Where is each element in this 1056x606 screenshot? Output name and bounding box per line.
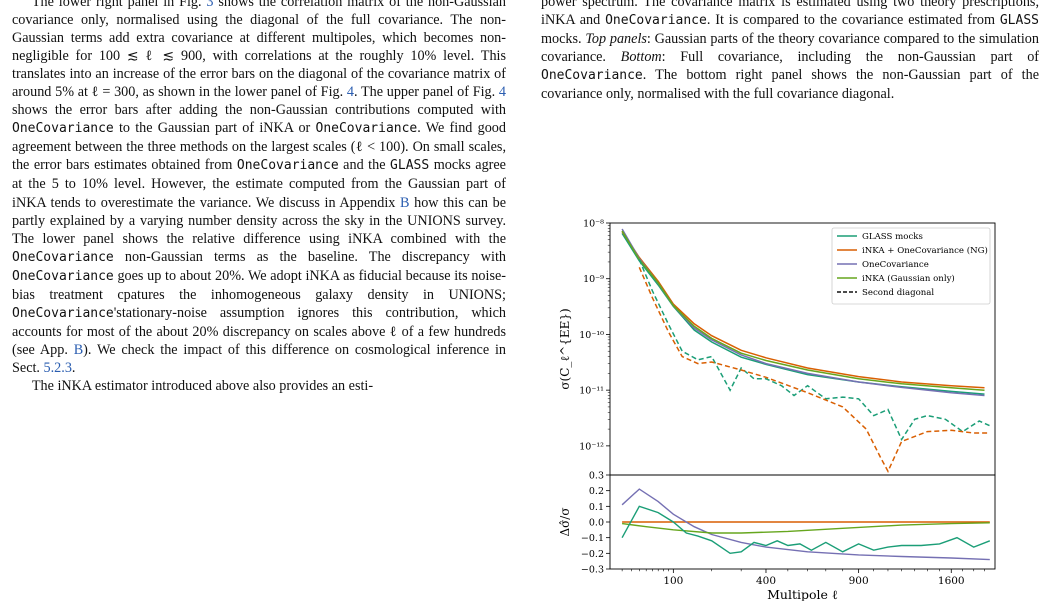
text-run: . It is compared to the covariance estim…	[706, 12, 1000, 29]
text-run: shows the correlation matrix of the non-…	[12, 0, 506, 101]
text-run: 'stationary-noise assumption ignores thi…	[12, 304, 506, 358]
y-tick-label-top: 10⁻⁹	[583, 274, 604, 285]
text-run: .	[71, 359, 76, 376]
code-text: OneCovariance	[315, 121, 418, 137]
legend-entry-label: iNKA (Gaussian only)	[862, 273, 955, 284]
figure-caption: power spectrum. The covariance matrix is…	[541, 0, 1039, 103]
legend: GLASS mocks iNKA + OneCovariance (NG) OneC…	[831, 227, 991, 305]
cross-reference-link[interactable]: 4	[346, 84, 354, 101]
x-tick-label: 900	[849, 575, 869, 587]
text-run: to the Gaussian part of iNKA or	[113, 120, 316, 137]
code-text: OneCovariance	[605, 13, 707, 29]
text-run: The iNKA estimator introduced above also…	[31, 377, 374, 394]
emphasis-text: Bottom	[620, 49, 662, 66]
y-tick-label-top: 10⁻¹⁰	[579, 330, 604, 341]
text-run: mocks.	[541, 31, 586, 48]
text-run: shows the error bars after adding the no…	[12, 102, 506, 119]
y-tick-label-bottom: −0.3	[581, 565, 604, 576]
legend-entry-label: iNKA + OneCovariance (NG)	[862, 245, 988, 256]
series-line-top	[638, 259, 991, 442]
text-run: ). We check the impact of this differenc…	[12, 341, 506, 376]
series-line-top	[638, 267, 990, 473]
text-run: The lower right panel in Fig.	[31, 0, 207, 10]
cross-reference-link[interactable]: B	[73, 341, 84, 358]
text-run: and the	[338, 157, 391, 174]
series-line-bottom	[621, 505, 991, 555]
text-run: : Full covariance, including the non-Gau…	[661, 49, 1040, 66]
code-text: OneCovariance	[541, 68, 643, 84]
error-bar-comparison-figure: 100 400 900 1600 10⁻⁸ 10⁻⁹ 10⁻¹⁰ 10⁻¹¹ 10⁻¹² 0.3 0…	[558, 219, 996, 601]
y-tick-label-bottom: −0.2	[581, 549, 604, 560]
y-axis-label-top: σ(C_ℓ^{EE})	[558, 308, 572, 389]
text-run: how this can be partly explained by a va…	[12, 194, 506, 247]
y-axis-label-bottom: Δσ̂/σ	[558, 507, 572, 536]
x-tick-label: 1600	[938, 575, 965, 587]
cross-reference-link[interactable]: 3	[206, 0, 214, 10]
legend-entry-label: Second diagonal	[862, 288, 934, 298]
legend-box	[831, 227, 991, 305]
legend-entry-label: GLASS mocks	[862, 232, 923, 242]
cross-reference-link[interactable]: 5.2.3	[43, 359, 72, 376]
x-tick-label: 100	[663, 575, 683, 587]
y-tick-label-top: 10⁻⁸	[583, 219, 604, 230]
y-tick-label-bottom: 0.3	[589, 471, 604, 482]
text-run: : Gaussian parts of the theory covarianc…	[541, 31, 1039, 66]
emphasis-text: Top panels	[585, 31, 647, 48]
code-text: GLASS	[390, 158, 430, 174]
right-text-column: power spectrum. The covariance matrix is…	[541, 0, 1039, 103]
series-line-top	[621, 231, 985, 389]
body-paragraph: The iNKA estimator introduced above also…	[12, 377, 506, 395]
text-run: . The bottom right panel shows the non-G…	[541, 67, 1039, 103]
code-text: OneCovariance	[12, 268, 114, 284]
text-run: mocks agree at the 5 to 10% level. Howev…	[12, 157, 506, 211]
text-run: goes up to about 20%. We adopt iNKA as f…	[12, 267, 506, 303]
code-text: OneCovariance	[12, 249, 114, 265]
x-axis-label: Multipole ℓ	[767, 587, 838, 601]
code-text: OneCovariance	[236, 158, 339, 174]
x-tick-label: 400	[756, 575, 776, 587]
cross-reference-link[interactable]: 4	[498, 84, 506, 101]
series-line-top	[621, 230, 985, 391]
y-tick-label-bottom: −0.1	[581, 533, 604, 544]
left-text-column: The lower right panel in Fig. 3 shows th…	[12, 0, 506, 395]
text-run: power spectrum. The covariance matrix is…	[541, 0, 1039, 29]
code-text: OneCovariance	[12, 121, 114, 137]
y-tick-label-bottom: 0.1	[589, 502, 604, 513]
series-line-bottom	[621, 488, 990, 561]
y-tick-label-top: 10⁻¹¹	[579, 386, 604, 397]
code-text: GLASS	[999, 13, 1039, 29]
y-tick-label-bottom: 0.2	[589, 486, 604, 497]
text-run: . We find good agreement between the thr…	[12, 120, 506, 174]
series-line-bottom	[622, 522, 990, 534]
text-run: . The upper panel of Fig.	[353, 84, 499, 101]
y-tick-label-top: 10⁻¹²	[579, 441, 604, 452]
body-paragraph: The lower right panel in Fig. 3 shows th…	[12, 0, 506, 377]
cross-reference-link[interactable]: B	[400, 194, 410, 211]
text-run: non-Gaussian terms as the baseline. The …	[113, 248, 506, 265]
legend-entry-label: OneCovariance	[862, 260, 929, 270]
code-text: OneCovariance	[12, 305, 114, 321]
y-tick-label-bottom: 0.0	[589, 518, 604, 529]
